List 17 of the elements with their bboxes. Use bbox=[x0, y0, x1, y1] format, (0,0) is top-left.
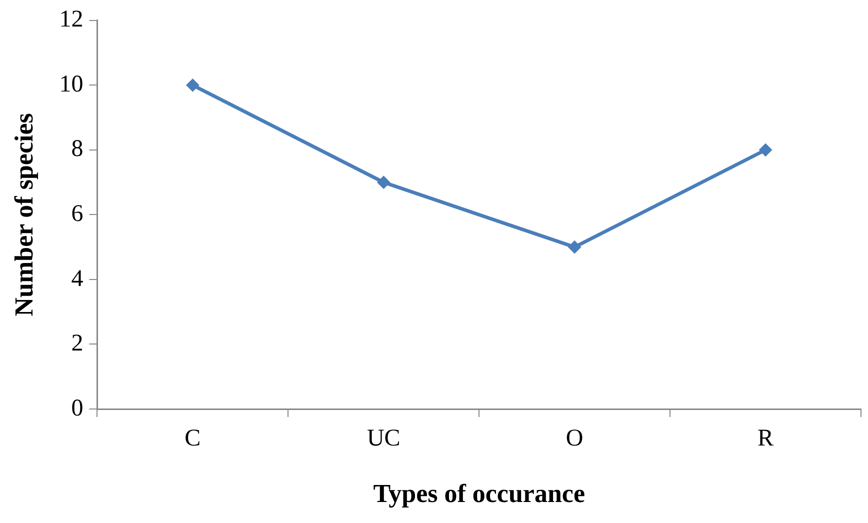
x-tick-label: C bbox=[184, 426, 201, 452]
y-tick-label: 6 bbox=[71, 200, 84, 227]
y-tick-label: 4 bbox=[71, 266, 84, 292]
x-tick-label: O bbox=[566, 426, 584, 452]
x-axis-title: Types of occurance bbox=[373, 479, 586, 508]
x-tick-label: UC bbox=[366, 426, 400, 452]
point bbox=[186, 78, 200, 92]
point bbox=[759, 143, 772, 156]
y-tick-label: 10 bbox=[59, 71, 84, 98]
point bbox=[568, 240, 582, 254]
y-tick-label: 2 bbox=[71, 330, 84, 357]
y-axis-title: Number of species bbox=[9, 113, 38, 316]
y-tick-label: 0 bbox=[71, 395, 84, 422]
y-tick-label: 8 bbox=[71, 136, 84, 162]
point bbox=[377, 176, 390, 189]
y-tick-label: 12 bbox=[59, 6, 84, 33]
x-tick-label: R bbox=[758, 426, 774, 452]
